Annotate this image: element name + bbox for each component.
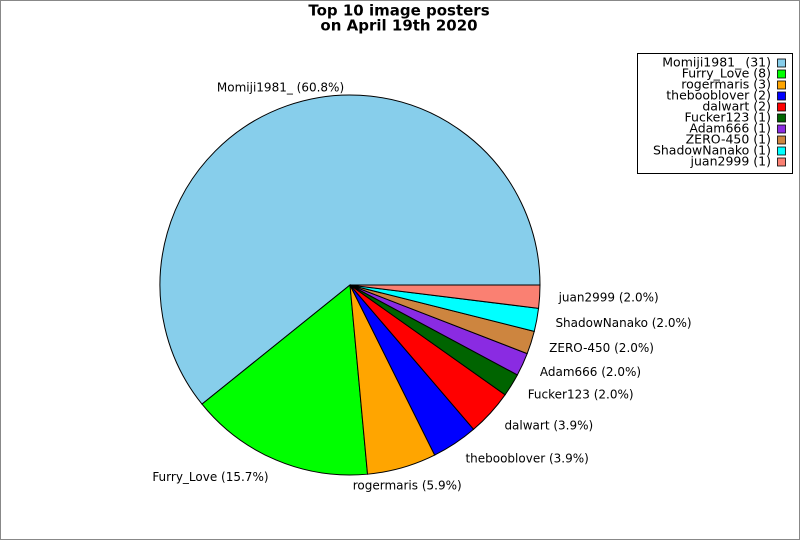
slice-label: Momiji1981_ (60.8%) bbox=[217, 80, 344, 94]
slice-label: juan2999 (2.0%) bbox=[558, 290, 659, 304]
chart-title: Top 10 image posters bbox=[308, 2, 489, 20]
legend-box bbox=[637, 53, 793, 174]
slice-label: thebooblover (3.9%) bbox=[465, 452, 588, 466]
legend-swatch bbox=[777, 146, 786, 156]
legend-label: thebooblover (2) bbox=[666, 88, 771, 103]
legend-label: juan2999 (1) bbox=[690, 154, 771, 169]
slice-label: Furry_Love (15.7%) bbox=[152, 470, 268, 484]
legend-label: Fucker123 (1) bbox=[685, 110, 771, 125]
legend-label: ZERO-450 (1) bbox=[686, 132, 771, 147]
legend-swatch bbox=[777, 124, 786, 134]
slice-label: ShadowNanako (2.0%) bbox=[555, 316, 691, 330]
legend-swatch bbox=[777, 157, 786, 167]
legend-label: Furry_Love (8) bbox=[682, 66, 771, 81]
pie-slice bbox=[159, 94, 541, 405]
legend-swatch bbox=[777, 69, 786, 79]
chart-title: on April 19th 2020 bbox=[320, 17, 477, 35]
slice-label: ZERO-450 (2.0%) bbox=[549, 341, 654, 355]
slice-label: Fucker123 (2.0%) bbox=[528, 388, 634, 402]
legend-swatch bbox=[777, 80, 786, 90]
legend-label: Adam666 (1) bbox=[689, 121, 771, 136]
pie-slice bbox=[349, 284, 541, 309]
legend-label: rogermaris (3) bbox=[681, 77, 771, 92]
pie-slice bbox=[201, 284, 369, 476]
legend-label: Momiji1981_ (31) bbox=[662, 55, 771, 70]
legend-label: dalwart (2) bbox=[702, 99, 771, 114]
legend-swatch bbox=[777, 102, 786, 112]
legend-swatch bbox=[777, 135, 786, 145]
slice-label: Adam666 (2.0%) bbox=[540, 365, 641, 379]
legend-swatch bbox=[777, 91, 786, 101]
slice-label: rogermaris (5.9%) bbox=[353, 479, 462, 493]
legend-label: ShadowNanako (1) bbox=[653, 143, 771, 158]
legend-swatch bbox=[777, 113, 786, 123]
legend-swatch bbox=[777, 58, 786, 68]
slice-label: dalwart (3.9%) bbox=[504, 418, 593, 432]
